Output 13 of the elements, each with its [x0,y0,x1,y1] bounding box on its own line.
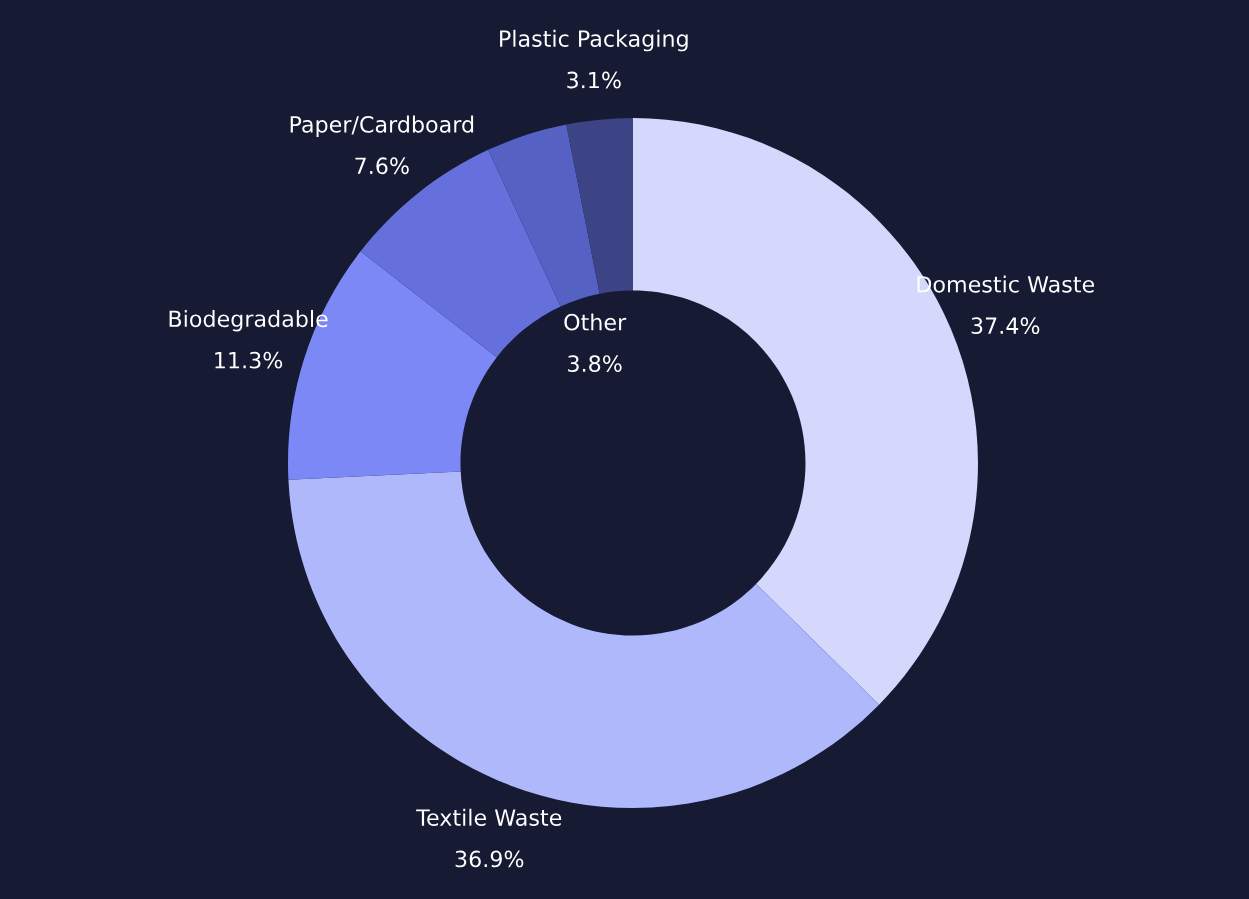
slice-label: Other [564,313,627,331]
data-label: 37.4% [971,317,1040,335]
data-label: 3.8% [568,355,622,373]
data-label: 11.3% [215,351,283,369]
donut-slice [566,118,633,294]
slice-label: Paper/Cardboard [290,115,474,138]
data-label: 3.1% [567,71,621,89]
data-label: 7.6% [355,157,409,175]
slice-label: Textile Waste [416,808,562,826]
donut-slice [288,471,880,808]
slice-label: Plastic Packaging [500,29,688,52]
data-label: 36.9% [455,850,524,868]
donut-slice [488,124,600,307]
